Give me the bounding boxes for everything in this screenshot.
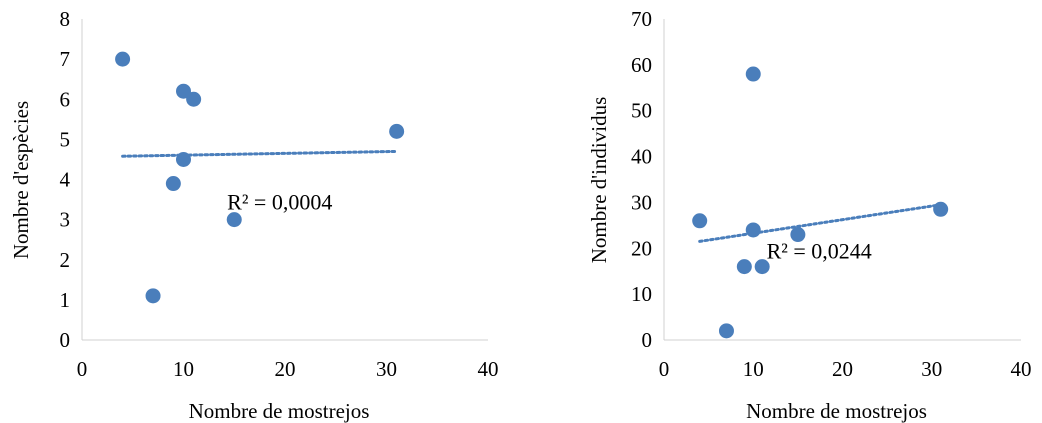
x-tick-label: 0: [77, 357, 88, 381]
trendline: [121, 149, 399, 158]
x-tick-label: 30: [921, 357, 942, 381]
y-tick-label: 60: [631, 53, 652, 77]
x-tick-label: 40: [1011, 357, 1032, 381]
y-tick-label: 30: [631, 190, 652, 214]
y-tick-label: 40: [631, 145, 652, 169]
data-point: [790, 227, 806, 243]
data-point: [745, 66, 761, 82]
y-tick-label: 0: [60, 328, 71, 352]
data-point: [165, 176, 181, 192]
y-axis-title: Nombre d'individus: [587, 97, 611, 264]
data-point: [226, 212, 242, 228]
data-point: [754, 259, 770, 275]
x-axis-title: Nombre de mostrejos: [746, 399, 927, 423]
y-tick-label: 2: [60, 248, 71, 272]
y-tick-label: 3: [60, 208, 71, 232]
y-tick-label: 50: [631, 99, 652, 123]
y-tick-label: 7: [60, 47, 71, 71]
y-tick-label: 20: [631, 236, 652, 260]
data-point: [718, 323, 734, 339]
data-point: [115, 51, 131, 67]
y-tick-label: 1: [60, 288, 71, 312]
data-point: [745, 222, 761, 238]
data-point: [186, 91, 202, 107]
data-point: [145, 288, 161, 304]
x-tick-label: 20: [275, 357, 296, 381]
y-axis-title: Nombre d'espècies: [9, 101, 33, 259]
trendline: [698, 203, 943, 243]
r-squared-label: R² = 0,0004: [227, 190, 332, 215]
x-tick-label: 10: [743, 357, 764, 381]
x-tick-label: 10: [173, 357, 194, 381]
y-tick-label: 8: [60, 7, 71, 31]
x-tick-label: 20: [832, 357, 853, 381]
data-point: [176, 151, 191, 167]
chart-species-vs-samples: 0 1 2 3 4 5 6 7 8 0 10 20 30 40 Nombre de mostrejos Nom…: [9, 7, 499, 423]
data-point: [389, 123, 405, 139]
y-tick-label: 5: [60, 127, 71, 151]
data-point: [933, 201, 949, 217]
data-point: [736, 259, 752, 275]
data-point: [692, 213, 708, 229]
y-tick-label: 70: [631, 7, 652, 31]
r-squared-label: R² = 0,0244: [767, 238, 872, 263]
chart-individuals-vs-samples: 0 10 20 30 40 50 60 70 0 10 20 30 40 Nombre de mostre…: [587, 7, 1032, 423]
x-tick-label: 0: [659, 357, 670, 381]
y-tick-label: 0: [642, 328, 653, 352]
y-tick-label: 10: [631, 282, 652, 306]
y-tick-label: 6: [60, 87, 71, 111]
data-point: [176, 83, 191, 99]
x-tick-label: 30: [376, 357, 397, 381]
x-axis-title: Nombre de mostrejos: [189, 399, 370, 423]
y-tick-label: 4: [60, 168, 71, 192]
x-tick-label: 40: [478, 357, 499, 381]
